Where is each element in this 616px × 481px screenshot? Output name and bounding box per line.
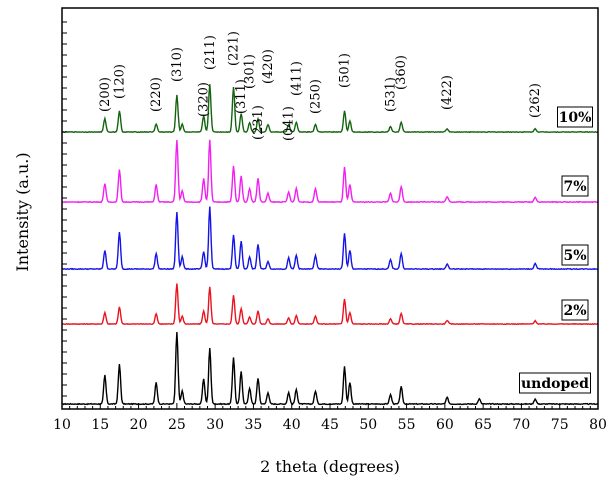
reflection-label: (220)	[149, 77, 164, 112]
reflection-label: (120)	[112, 64, 127, 99]
series-tag-box	[519, 372, 591, 394]
series-tag-label: undoped	[521, 376, 589, 392]
series-tag-box	[557, 106, 593, 128]
x-axis: 10 15 20 25 30 35 40 45 50 55 60 65 70 75 80	[53, 403, 607, 433]
reflection-label: (250)	[308, 79, 323, 114]
x-tick-label: 55	[398, 417, 416, 433]
x-tick-label: 65	[474, 417, 492, 433]
series-tag-box	[561, 299, 589, 321]
x-tick-label: 20	[130, 417, 148, 433]
reflection-label: (041)	[282, 106, 297, 141]
reflection-label: (221)	[227, 31, 242, 66]
series-tag-label: 5%	[563, 248, 586, 264]
reflection-label: (211)	[203, 35, 218, 70]
x-tick-label: 35	[245, 417, 263, 433]
reflection-label: (311)	[234, 79, 249, 114]
reflection-label: (501)	[338, 53, 353, 88]
x-tick-label: 25	[168, 417, 186, 433]
series-tag-label: 10%	[559, 110, 592, 126]
reflection-label: (422)	[440, 75, 455, 110]
reflection-label: (231)	[251, 105, 266, 140]
series-tag-box	[561, 175, 589, 197]
plot-area	[61, 84, 599, 406]
reflection-label: (262)	[528, 83, 543, 118]
y-axis	[62, 21, 67, 397]
reflection-label: (310)	[170, 47, 185, 82]
series-line-undoped	[61, 331, 599, 406]
series-tag-label: 2%	[563, 303, 586, 319]
series-tags: undoped 2% 5% 7% 10%	[519, 106, 593, 394]
x-tick-label: 50	[359, 417, 377, 433]
x-tick-label: 45	[321, 417, 339, 433]
reflection-label: (301)	[243, 54, 258, 89]
reflection-label: (420)	[261, 49, 276, 84]
reflection-label: (320)	[197, 82, 212, 117]
x-axis-title: 2 theta (degrees)	[260, 457, 400, 476]
series-tag-label: 7%	[563, 179, 586, 195]
series-line-5pct	[61, 206, 599, 271]
series-tag-box	[561, 244, 589, 266]
x-tick-label: 15	[91, 417, 109, 433]
x-tick-label: 75	[551, 417, 569, 433]
x-tick-label: 30	[206, 417, 224, 433]
series-line-2pct	[61, 283, 599, 326]
x-tick-label: 40	[283, 417, 301, 433]
reflection-label: (531)	[383, 77, 398, 112]
y-axis-title: Intensity (a.u.)	[13, 152, 32, 271]
reflection-labels: (200) (120) (220) (310) (320) (211) (221) (311)…	[98, 31, 543, 141]
x-tick-label: 80	[589, 417, 607, 433]
x-tick-label: 10	[53, 417, 71, 433]
reflection-label: (200)	[98, 77, 113, 112]
series-line-7pct	[62, 139, 599, 204]
x-tick-label: 70	[513, 417, 531, 433]
reflection-label: (360)	[394, 55, 409, 90]
reflection-label: (411)	[289, 61, 304, 96]
x-tick-label: 60	[436, 417, 454, 433]
series-line-10pct	[61, 84, 599, 134]
plot-frame	[61, 7, 599, 410]
